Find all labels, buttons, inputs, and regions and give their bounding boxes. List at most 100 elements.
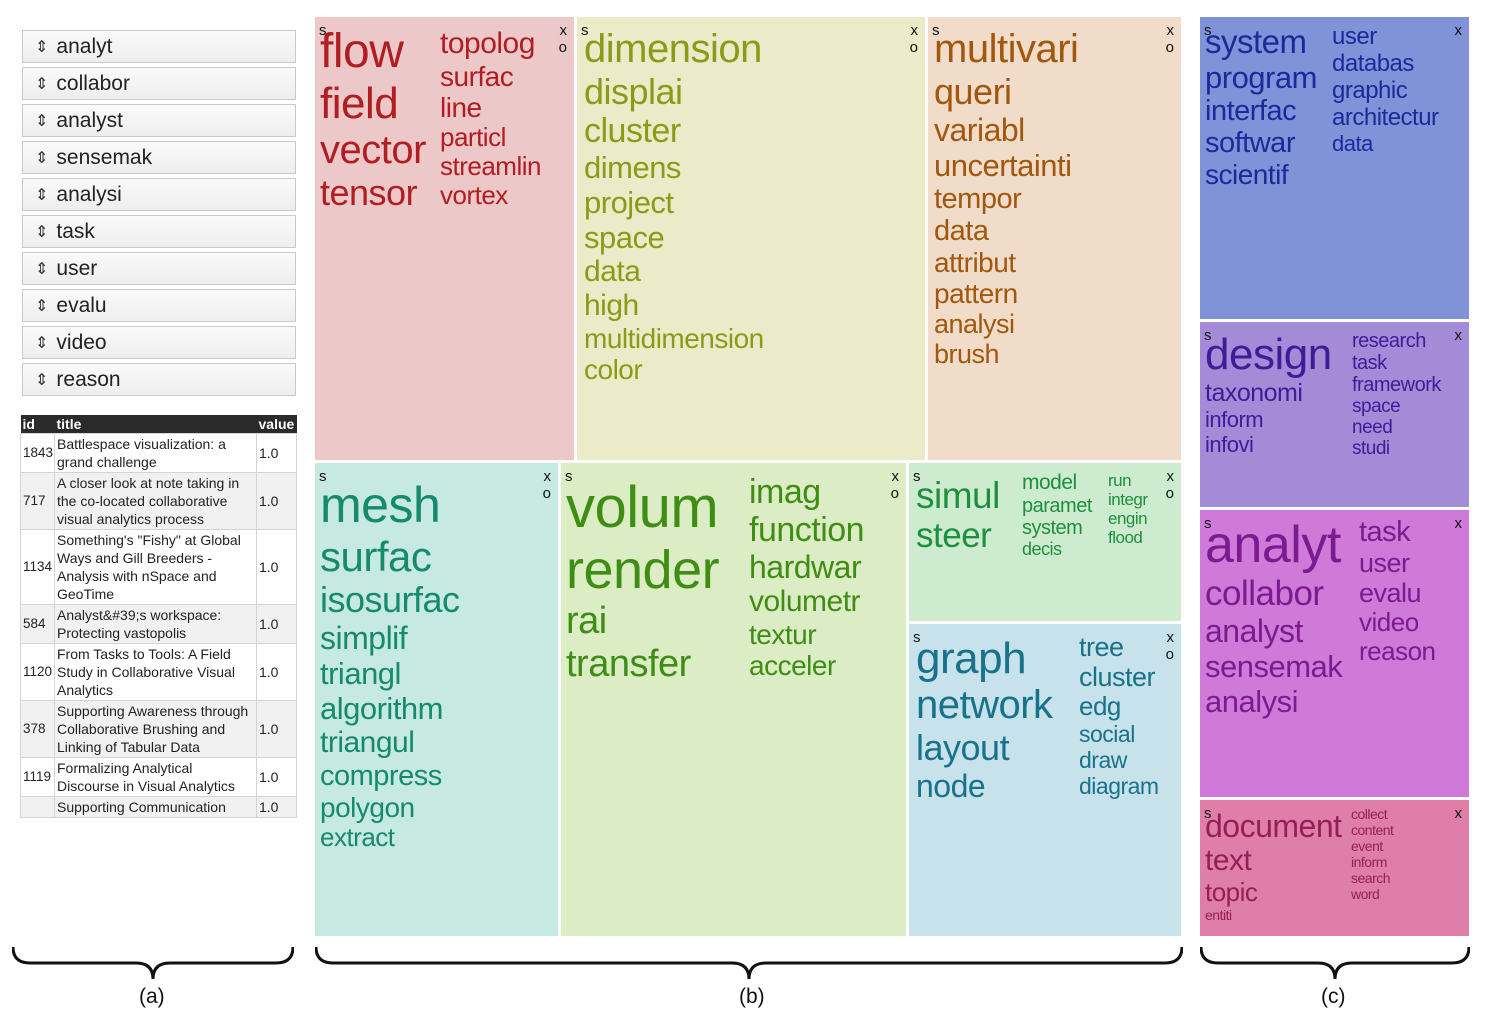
topic-keyword[interactable]: model xyxy=(1022,471,1077,494)
topic-keyword[interactable]: social xyxy=(1079,721,1135,747)
close-topic-button[interactable]: x xyxy=(1454,22,1463,39)
topic-keyword[interactable]: dimens xyxy=(584,150,681,185)
open-topic-button[interactable]: o xyxy=(558,39,567,56)
split-topic-button[interactable]: s xyxy=(1204,327,1212,344)
topic-keyword[interactable]: vector xyxy=(320,128,426,172)
open-topic-button[interactable]: o xyxy=(909,39,918,56)
topic-keyword[interactable]: task xyxy=(1352,352,1387,374)
close-topic-button[interactable]: x xyxy=(1454,327,1463,344)
topic-keyword[interactable]: algorithm xyxy=(320,691,443,726)
topic-keyword[interactable]: inform xyxy=(1351,854,1387,870)
topic-keyword[interactable]: particl xyxy=(440,122,506,152)
topic-keyword[interactable]: content xyxy=(1351,822,1394,838)
topic-keyword[interactable]: interfac xyxy=(1205,95,1297,127)
close-topic-button[interactable]: x xyxy=(1454,805,1463,822)
topic-tile-graph[interactable]: s x o graph network layout node tree cluster edg s… xyxy=(909,624,1181,936)
close-topic-button[interactable]: x xyxy=(1166,22,1175,39)
keyword-item[interactable]: ⇕ analyst xyxy=(22,104,296,137)
topic-keyword[interactable]: analysi xyxy=(934,309,1015,339)
topic-keyword[interactable]: uncertainti xyxy=(934,148,1072,183)
column-header-value[interactable]: value xyxy=(256,415,297,434)
topic-keyword[interactable]: volumetr xyxy=(749,585,861,618)
topic-tile-design[interactable]: s x design taxonomi inform infovi research task… xyxy=(1200,322,1469,507)
topic-keyword[interactable]: diagram xyxy=(1079,773,1159,799)
topic-keyword[interactable]: infovi xyxy=(1205,432,1254,457)
topic-tile-analyt[interactable]: s x analyt collabor analyst sensemak analysi ta… xyxy=(1200,510,1469,797)
topic-keyword[interactable]: data xyxy=(1332,131,1373,156)
topic-keyword[interactable]: video xyxy=(1359,607,1419,637)
topic-keyword[interactable]: simplif xyxy=(320,620,408,656)
topic-keyword[interactable]: acceler xyxy=(749,650,836,681)
topic-keyword[interactable]: system xyxy=(1022,517,1083,539)
close-topic-button[interactable]: x xyxy=(543,468,552,485)
keyword-item[interactable]: ⇕ video xyxy=(22,326,296,359)
topic-keyword[interactable]: render xyxy=(566,540,720,600)
topic-keyword[interactable]: program xyxy=(1205,60,1317,95)
topic-keyword[interactable]: architectur xyxy=(1332,104,1439,131)
topic-keyword[interactable]: collabor xyxy=(1205,574,1324,613)
split-topic-button[interactable]: s xyxy=(319,468,327,485)
topic-keyword[interactable]: taxonomi xyxy=(1205,379,1303,407)
split-topic-button[interactable]: s xyxy=(581,22,589,39)
topic-keyword[interactable]: topic xyxy=(1205,877,1258,907)
topic-keyword[interactable]: field xyxy=(320,79,399,128)
topic-tile-mesh[interactable]: s x o mesh surfac isosurfac simplif triangl algo… xyxy=(315,463,558,936)
topic-keyword[interactable]: draw xyxy=(1079,747,1127,773)
open-topic-button[interactable]: o xyxy=(1165,39,1174,56)
split-topic-button[interactable]: s xyxy=(319,22,327,39)
close-topic-button[interactable]: x xyxy=(891,468,900,485)
split-topic-button[interactable]: s xyxy=(913,629,921,646)
topic-keyword[interactable]: simul xyxy=(916,475,1000,516)
topic-keyword[interactable]: network xyxy=(916,683,1053,727)
keyword-item[interactable]: ⇕ user xyxy=(22,252,296,285)
topic-keyword[interactable]: edg xyxy=(1079,691,1121,721)
topic-keyword[interactable]: transfer xyxy=(566,643,691,685)
topic-keyword[interactable]: cluster xyxy=(584,112,681,150)
topic-tile-dimension[interactable]: s x o dimension displai cluster dimens project s… xyxy=(577,17,925,460)
topic-keyword[interactable]: triangul xyxy=(320,726,415,759)
topic-keyword[interactable]: line xyxy=(440,92,482,123)
split-topic-button[interactable]: s xyxy=(913,468,921,485)
topic-keyword[interactable]: entiti xyxy=(1205,907,1232,923)
column-header-id[interactable]: id xyxy=(20,415,55,434)
topic-keyword[interactable]: multivari xyxy=(934,27,1079,71)
table-row[interactable]: Supporting Communication 1.0 xyxy=(20,796,297,818)
split-topic-button[interactable]: s xyxy=(932,22,940,39)
topic-keyword[interactable]: analyt xyxy=(1205,516,1341,574)
topic-keyword[interactable]: vortex xyxy=(440,180,508,210)
topic-keyword[interactable]: user xyxy=(1359,548,1410,578)
topic-keyword[interactable]: collect xyxy=(1351,806,1388,822)
topic-keyword[interactable]: run xyxy=(1108,471,1132,490)
topic-keyword[interactable]: queri xyxy=(934,71,1012,112)
close-topic-button[interactable]: x xyxy=(910,22,919,39)
keyword-item[interactable]: ⇕ sensemak xyxy=(22,141,296,174)
topic-keyword[interactable]: isosurfac xyxy=(320,579,460,620)
topic-keyword[interactable]: multidimension xyxy=(584,323,764,354)
topic-keyword[interactable]: user xyxy=(1332,23,1377,50)
table-row[interactable]: 1134 Something's "Fishy" at Global Ways a… xyxy=(20,529,297,605)
topic-keyword[interactable]: cluster xyxy=(1079,662,1156,692)
topic-keyword[interactable]: inform xyxy=(1205,407,1264,432)
topic-keyword[interactable]: reason xyxy=(1359,636,1436,666)
topic-keyword[interactable]: hardwar xyxy=(749,549,862,585)
topic-tile-flow[interactable]: s x o flow field vector tensor topolog surfac lin… xyxy=(315,17,574,460)
table-row[interactable]: 584 Analyst&#39;s workspace: Protecting v… xyxy=(20,604,297,644)
topic-tile-volum[interactable]: s x o volum render rai transfer imag function har… xyxy=(561,463,906,936)
topic-keyword[interactable]: analysi xyxy=(1205,684,1299,719)
topic-keyword[interactable]: graphic xyxy=(1332,77,1408,104)
keyword-item[interactable]: ⇕ task xyxy=(22,215,296,248)
topic-keyword[interactable]: engin xyxy=(1108,509,1148,528)
split-topic-button[interactable]: s xyxy=(1204,22,1212,39)
keyword-item[interactable]: ⇕ reason xyxy=(22,363,296,396)
topic-keyword[interactable]: data xyxy=(934,215,989,247)
topic-keyword[interactable]: integr xyxy=(1108,490,1148,509)
topic-keyword[interactable]: displai xyxy=(584,71,683,112)
close-topic-button[interactable]: x xyxy=(1166,629,1175,646)
topic-keyword[interactable]: document xyxy=(1205,808,1342,844)
topic-keyword[interactable]: space xyxy=(1352,396,1401,417)
topic-keyword[interactable]: streamlin xyxy=(440,151,541,181)
table-row[interactable]: 1843 Battlespace visualization: a grand c… xyxy=(20,433,297,473)
topic-keyword[interactable]: flow xyxy=(320,25,404,78)
topic-keyword[interactable]: extract xyxy=(320,822,395,852)
topic-keyword[interactable]: paramet xyxy=(1022,495,1092,517)
